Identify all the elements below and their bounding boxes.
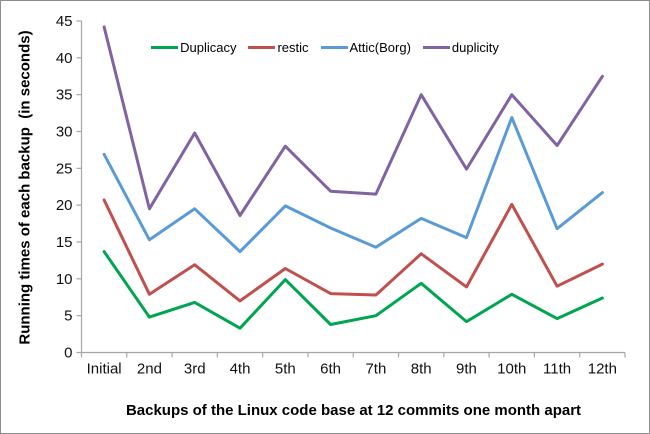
legend-line-swatch <box>423 46 450 49</box>
x-tick-label: 9th <box>456 361 477 378</box>
x-tick-label: 6th <box>320 361 341 378</box>
y-tick-label: 10 <box>56 271 73 288</box>
legend-item-attic-borg-: Attic(Borg) <box>321 40 411 55</box>
legend-label: Attic(Borg) <box>350 40 411 55</box>
x-tick-label: 7th <box>365 361 386 378</box>
y-tick-label: 0 <box>64 345 72 362</box>
y-tick-label: 35 <box>56 87 73 104</box>
x-tick-label: 10th <box>497 361 526 378</box>
y-tick-label: 45 <box>56 13 73 30</box>
x-tick-label: 5th <box>275 361 296 378</box>
x-tick-label: 12th <box>588 361 617 378</box>
y-axis-title: Running times of each backup (in seconds… <box>17 18 34 358</box>
legend-label: restic <box>277 40 308 55</box>
y-tick-label: 5 <box>64 308 72 325</box>
series-line-restic <box>104 200 602 301</box>
y-tick-label: 15 <box>56 234 73 251</box>
chart-legend: Duplicacy restic Attic(Borg) duplicity <box>1 40 649 55</box>
x-tick-label: 4th <box>230 361 251 378</box>
legend-item-duplicacy: Duplicacy <box>151 40 236 55</box>
y-tick-label: 25 <box>56 160 73 177</box>
x-tick-label: 11th <box>543 361 571 378</box>
legend-item-duplicity: duplicity <box>423 40 499 55</box>
legend-label: Duplicacy <box>180 40 236 55</box>
x-axis-title: Backups of the Linux code base at 12 com… <box>81 402 626 419</box>
x-tick-label: Initial <box>87 361 122 378</box>
x-tick-label: 8th <box>411 361 432 378</box>
legend-line-swatch <box>248 46 275 49</box>
x-tick-label: 3rd <box>184 361 206 378</box>
legend-label: duplicity <box>452 40 499 55</box>
legend-line-swatch <box>321 46 348 49</box>
legend-item-restic: restic <box>248 40 308 55</box>
legend-line-swatch <box>151 46 178 49</box>
series-line-duplicacy <box>104 252 602 329</box>
chart-figure: 051015202530354045Initial2nd3rd4th5th6th… <box>0 0 650 434</box>
y-tick-label: 20 <box>56 197 73 214</box>
y-tick-label: 30 <box>56 124 73 141</box>
series-line-duplicity <box>104 27 602 216</box>
plot-area: 051015202530354045Initial2nd3rd4th5th6th… <box>1 1 649 433</box>
x-tick-label: 2nd <box>137 361 162 378</box>
